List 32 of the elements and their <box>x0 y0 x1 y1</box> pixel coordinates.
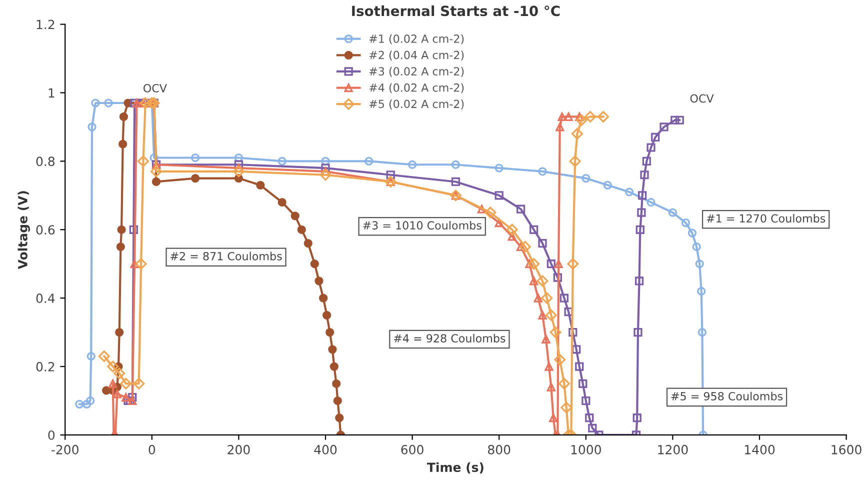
chart-title: Isothermal Starts at -10 °C <box>352 5 560 16</box>
y-tick-label: 1 <box>48 88 54 98</box>
annotation: #3 = 1010 Coulombs <box>363 220 482 230</box>
x-tick-label: 1000 <box>571 444 601 454</box>
x-tick-label: 600 <box>401 444 424 454</box>
y-tick-label: 0.8 <box>36 156 55 166</box>
y-tick-label: 0.6 <box>36 225 55 235</box>
x-axis-title: Time (s) <box>426 462 484 474</box>
annotation: #4 = 928 Coulombs <box>394 334 506 343</box>
legend-label: #5 (0.02 A cm-2) <box>369 100 464 110</box>
legend-label: #4 (0.02 A cm-2) <box>369 83 464 94</box>
x-tick-label: 1200 <box>658 444 688 454</box>
legend-label: #3 (0.02 A cm-2) <box>369 66 464 77</box>
x-tick-label: 200 <box>228 444 250 454</box>
y-tick-label: 0 <box>48 430 55 440</box>
annotation: OCV <box>144 84 167 92</box>
annotation: #2 = 871 Coulombs <box>170 252 282 260</box>
x-tick-label: 1400 <box>744 444 775 454</box>
x-tick-label: 800 <box>488 444 510 454</box>
x-tick-label: 0 <box>148 444 156 454</box>
annotation: #5 = 958 Coulombs <box>671 392 783 400</box>
y-axis-title: Voltage (V) <box>18 191 30 270</box>
y-tick-label: 1.2 <box>36 20 54 30</box>
annotation: OCV <box>690 94 714 103</box>
x-tick-label: 1600 <box>832 444 862 454</box>
x-tick-label: 400 <box>314 444 337 454</box>
y-tick-label: 0.4 <box>36 294 55 304</box>
x-tick-label: -200 <box>52 444 78 454</box>
legend-label: #1 (0.02 A cm-2) <box>369 34 464 44</box>
y-tick-label: 0.2 <box>36 362 54 372</box>
annotation: #1 = 1270 Coulombs <box>706 214 826 223</box>
legend-label: #2 (0.04 A cm-2) <box>369 50 464 61</box>
